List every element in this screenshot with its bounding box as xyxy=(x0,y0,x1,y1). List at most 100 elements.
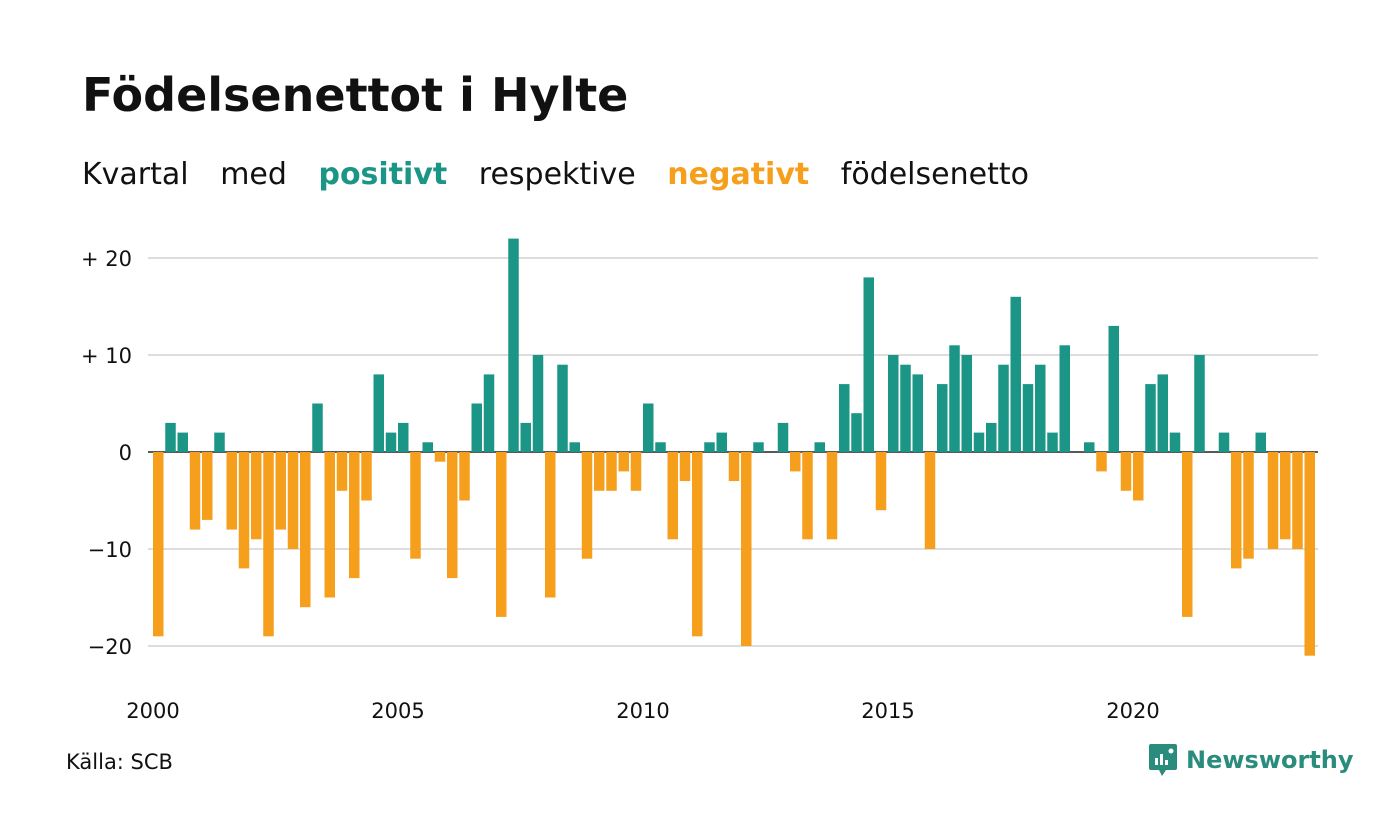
bar xyxy=(839,384,850,452)
bar xyxy=(826,452,838,540)
source-note: Källa: SCB xyxy=(66,750,173,774)
bar xyxy=(545,452,556,598)
bar xyxy=(1022,384,1034,452)
bars xyxy=(153,238,1315,656)
newsworthy-logo-icon xyxy=(1149,744,1177,776)
bar xyxy=(189,452,201,530)
bar xyxy=(949,345,960,452)
bar xyxy=(520,422,531,452)
bar xyxy=(202,452,213,520)
bar xyxy=(1108,325,1119,452)
bar xyxy=(741,452,752,646)
brand-logo: Newsworthy xyxy=(1148,742,1354,778)
bar xyxy=(324,452,335,598)
x-tick-label: 2015 xyxy=(861,699,914,723)
bar xyxy=(875,452,887,511)
bar xyxy=(888,355,899,452)
bar xyxy=(937,384,948,452)
bar xyxy=(312,403,323,452)
bar xyxy=(1047,432,1058,452)
bar xyxy=(422,442,433,452)
bar xyxy=(900,364,911,452)
bar xyxy=(1133,452,1144,501)
bar xyxy=(1010,296,1021,452)
bar xyxy=(434,452,446,462)
bar xyxy=(238,452,250,569)
bar xyxy=(471,403,482,452)
x-tick-label: 2010 xyxy=(616,699,669,723)
bar xyxy=(508,238,519,452)
bar xyxy=(630,452,642,491)
bar xyxy=(251,452,262,540)
bar xyxy=(704,442,715,452)
bar xyxy=(385,432,397,452)
bar xyxy=(1096,452,1107,472)
bar xyxy=(398,422,409,452)
bar xyxy=(1194,355,1205,452)
subtitle-positive-label: positivt xyxy=(318,157,448,192)
bar xyxy=(214,432,225,452)
bar xyxy=(753,442,764,452)
bar xyxy=(912,374,923,452)
subtitle-negative-label: negativt xyxy=(667,157,810,192)
bar xyxy=(349,452,360,579)
bar xyxy=(863,277,874,452)
y-tick-label: + 20 xyxy=(81,247,132,271)
bar xyxy=(177,432,188,452)
bar xyxy=(1231,452,1242,569)
bar xyxy=(1059,345,1070,452)
brand-name: Newsworthy xyxy=(1186,746,1354,774)
bar xyxy=(716,432,727,452)
bar xyxy=(287,452,299,549)
bar xyxy=(777,422,789,452)
bar xyxy=(692,452,703,637)
bar xyxy=(1169,432,1181,452)
bar xyxy=(728,452,740,482)
bar xyxy=(496,452,507,617)
bar xyxy=(226,452,237,530)
bar xyxy=(1084,442,1095,452)
bar xyxy=(459,452,470,501)
bar xyxy=(275,452,286,530)
bar xyxy=(998,364,1009,452)
bar xyxy=(1157,374,1168,452)
chart-subtitle: Kvartal med positivt respektive negativt… xyxy=(82,157,1029,192)
bar xyxy=(1292,452,1303,549)
bar xyxy=(1120,452,1132,491)
x-tick-label: 2000 xyxy=(126,699,179,723)
bar xyxy=(165,422,176,452)
bar xyxy=(1243,452,1254,559)
bar xyxy=(1255,432,1266,452)
bar xyxy=(618,452,629,472)
subtitle-word-quarter: Kvartal xyxy=(82,157,189,192)
bar xyxy=(814,442,825,452)
bar xyxy=(679,452,691,482)
subtitle-word-with: med xyxy=(220,157,287,192)
bar xyxy=(851,413,862,452)
subtitle-word-respectively: respektive xyxy=(478,157,636,192)
bar xyxy=(802,452,813,540)
bar xyxy=(153,452,164,637)
bar xyxy=(447,452,458,579)
y-axis-ticks: + 20 + 10 0 −10 −20 xyxy=(81,247,132,659)
y-tick-label: + 10 xyxy=(81,344,132,368)
bar xyxy=(263,452,274,637)
bar xyxy=(300,452,311,608)
bar xyxy=(667,452,678,540)
x-axis-ticks: 2000 2005 2010 2015 2020 xyxy=(126,699,1159,723)
bar xyxy=(483,374,495,452)
bar xyxy=(655,442,666,452)
bar xyxy=(1218,432,1230,452)
chart-title: Födelsenettot i Hylte xyxy=(82,68,629,122)
y-tick-label: −10 xyxy=(88,538,132,562)
bar xyxy=(594,452,605,491)
subtitle-word-birth-net: födelsenetto xyxy=(840,157,1029,192)
bar xyxy=(569,442,580,452)
bar xyxy=(1280,452,1291,540)
y-tick-label: −20 xyxy=(88,635,132,659)
bar xyxy=(986,422,997,452)
bar xyxy=(410,452,421,559)
bar xyxy=(373,374,384,452)
bar xyxy=(924,452,936,549)
